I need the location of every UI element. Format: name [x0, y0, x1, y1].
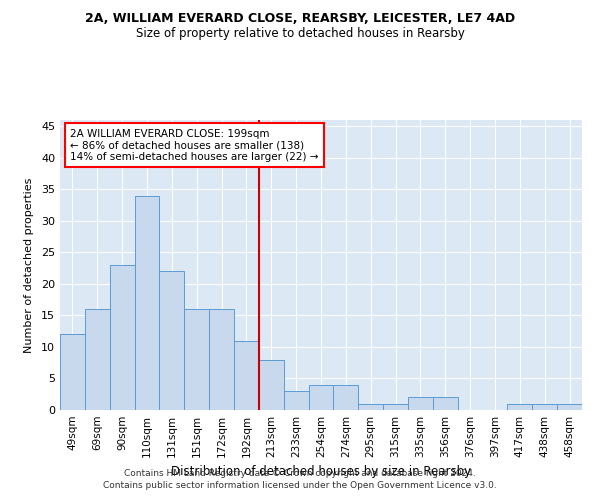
Bar [110, 265, 134, 410]
Bar [284, 391, 308, 410]
X-axis label: Distribution of detached houses by size in Rearsby: Distribution of detached houses by size … [171, 466, 471, 478]
Bar [383, 404, 408, 410]
Bar [209, 309, 234, 410]
Bar [532, 404, 557, 410]
Y-axis label: Number of detached properties: Number of detached properties [24, 178, 34, 352]
Bar [308, 385, 334, 410]
Bar [408, 398, 433, 410]
Text: 2A, WILLIAM EVERARD CLOSE, REARSBY, LEICESTER, LE7 4AD: 2A, WILLIAM EVERARD CLOSE, REARSBY, LEIC… [85, 12, 515, 26]
Bar [259, 360, 284, 410]
Bar [334, 385, 358, 410]
Bar [508, 404, 532, 410]
Bar [184, 309, 209, 410]
Text: 2A WILLIAM EVERARD CLOSE: 199sqm
← 86% of detached houses are smaller (138)
14% : 2A WILLIAM EVERARD CLOSE: 199sqm ← 86% o… [70, 128, 319, 162]
Bar [160, 272, 184, 410]
Text: Size of property relative to detached houses in Rearsby: Size of property relative to detached ho… [136, 28, 464, 40]
Text: Contains public sector information licensed under the Open Government Licence v3: Contains public sector information licen… [103, 481, 497, 490]
Bar [85, 309, 110, 410]
Bar [557, 404, 582, 410]
Bar [358, 404, 383, 410]
Bar [234, 340, 259, 410]
Text: Contains HM Land Registry data © Crown copyright and database right 2024.: Contains HM Land Registry data © Crown c… [124, 468, 476, 477]
Bar [134, 196, 160, 410]
Bar [60, 334, 85, 410]
Bar [433, 398, 458, 410]
